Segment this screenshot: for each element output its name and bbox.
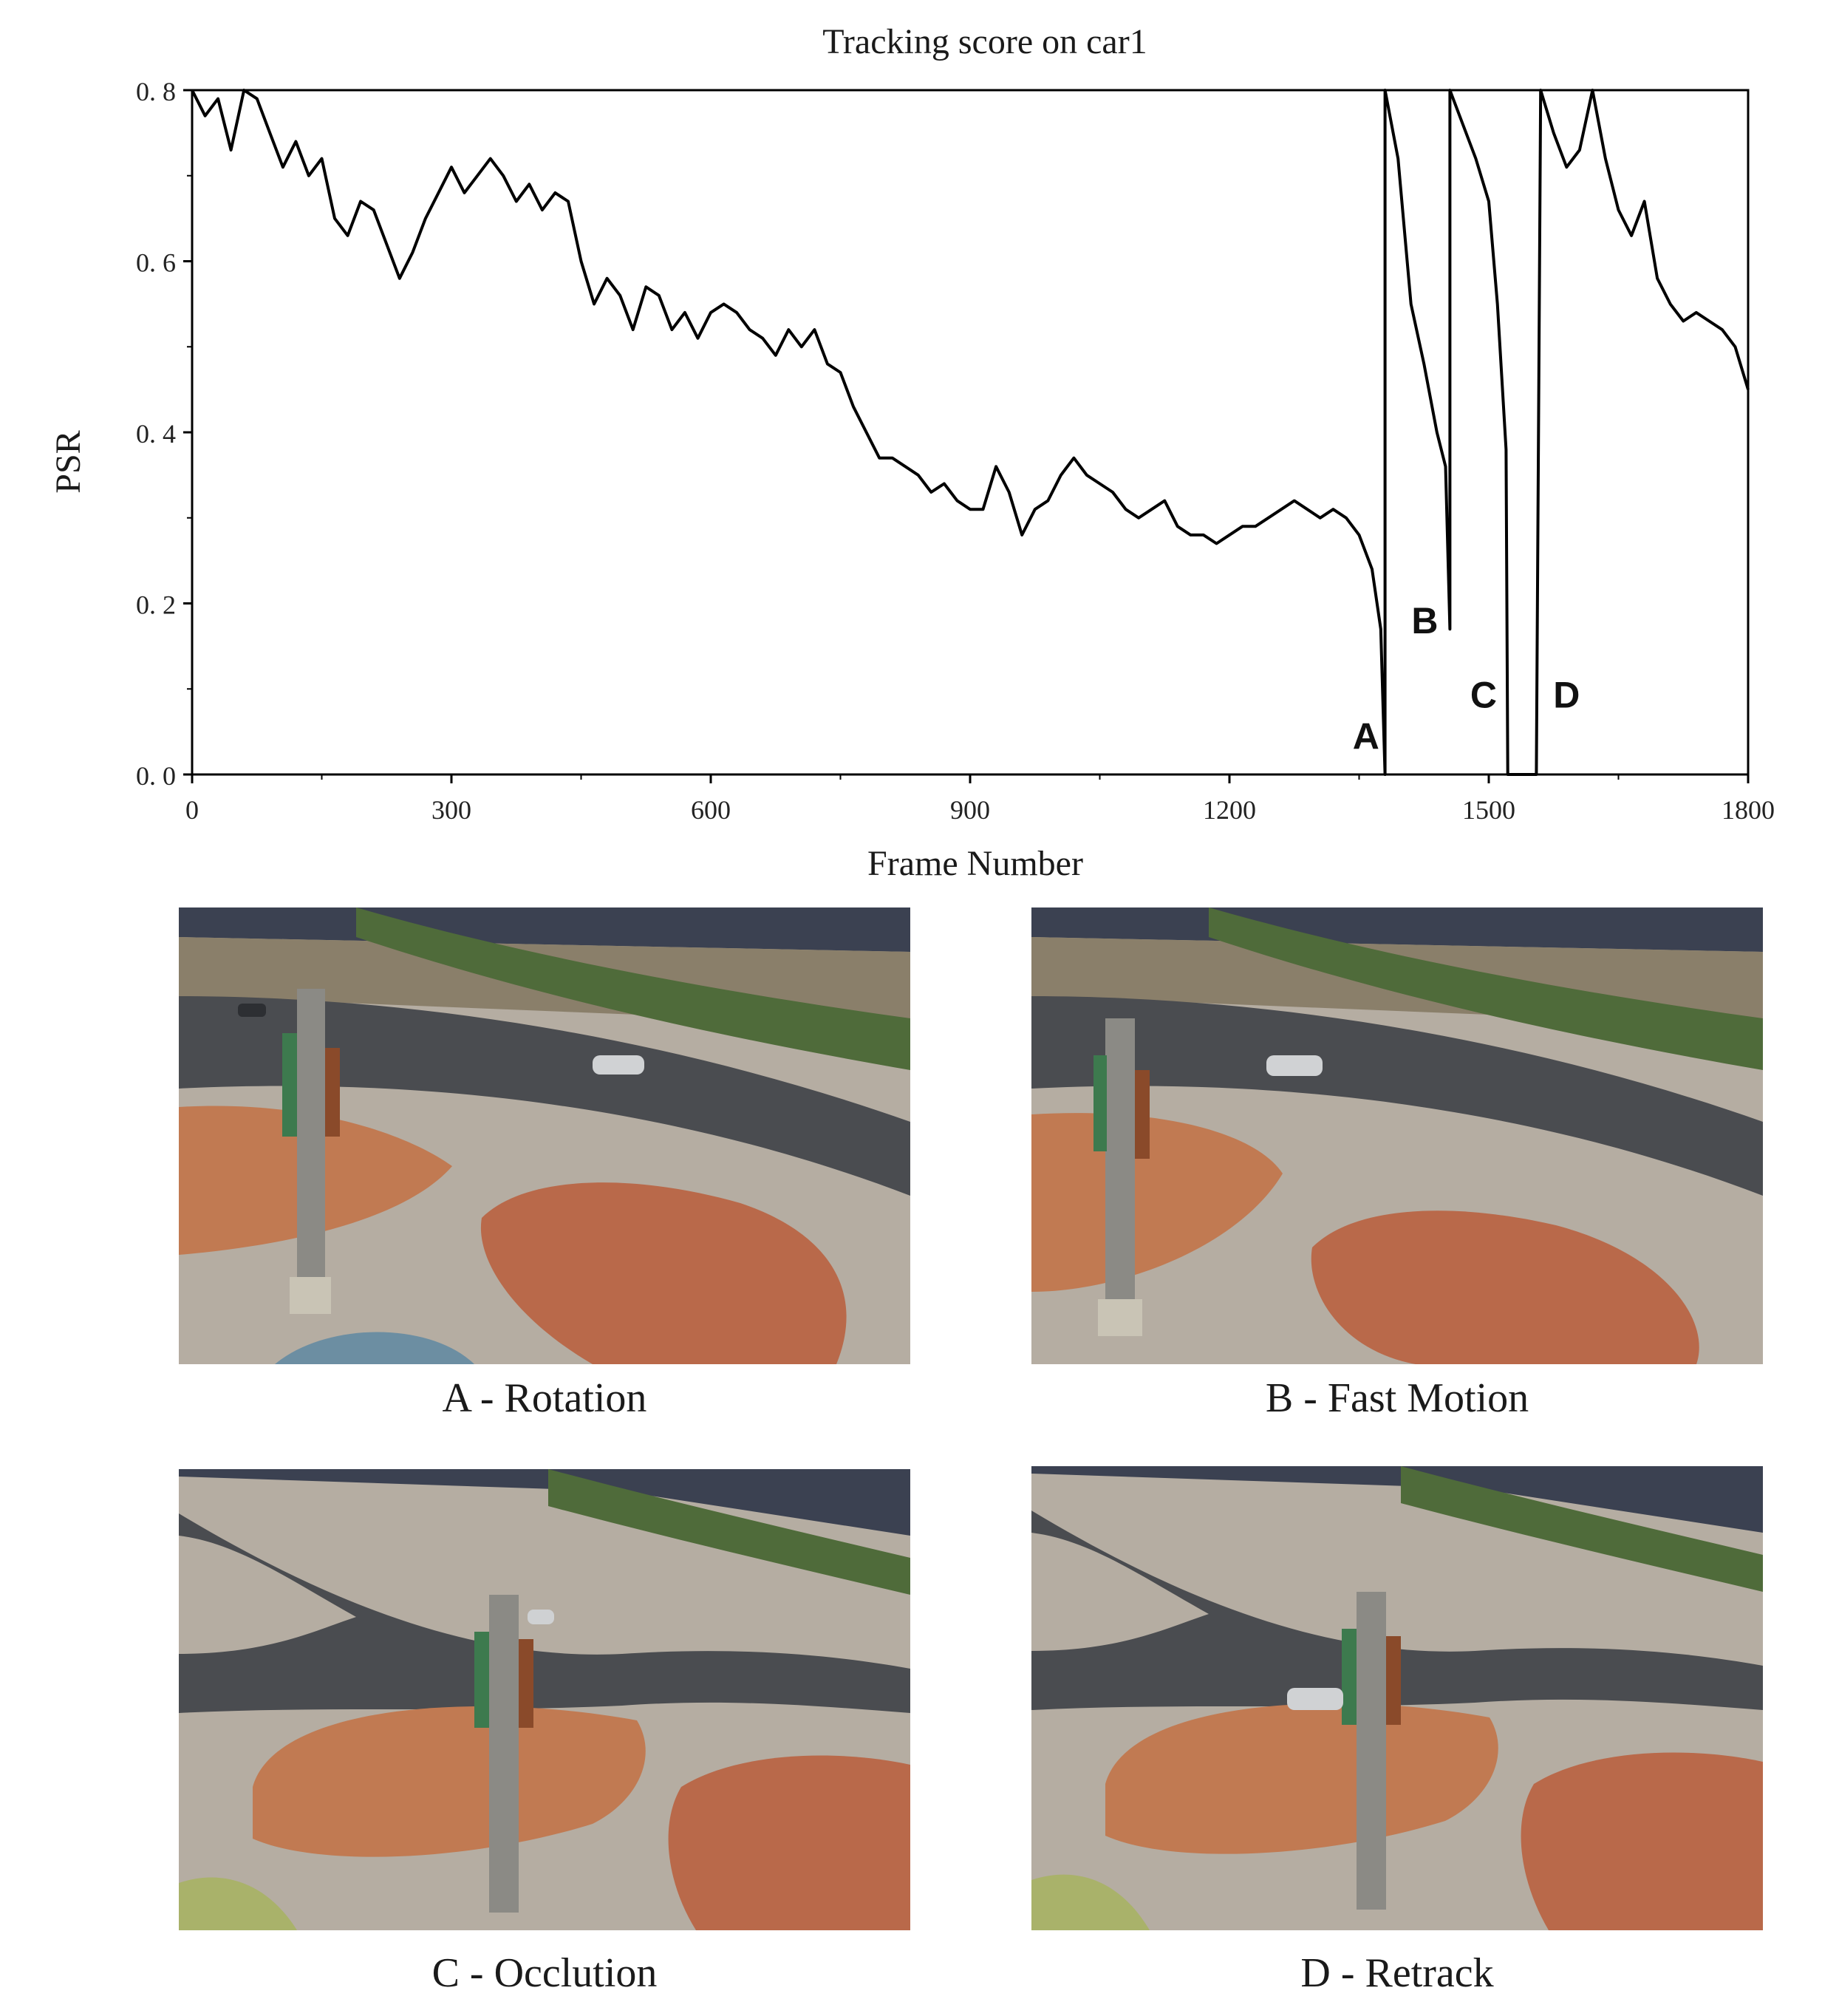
- annotation-a: A: [1353, 715, 1379, 757]
- chart-title: Tracking score on car1: [822, 22, 1147, 61]
- x-axis: 0 300 600 900 1200 1500 1800: [185, 774, 1775, 825]
- y-tick-label: 0. 4: [136, 419, 176, 449]
- x-axis-label: Frame Number: [867, 844, 1083, 883]
- x-tick-label: 1500: [1462, 795, 1515, 825]
- plot-frame: [191, 89, 1750, 776]
- frame-c-image: [179, 1469, 910, 1930]
- event-annotations: A BC D: [1353, 600, 1580, 757]
- frame-a-image: [179, 907, 910, 1364]
- x-tick-label: 1200: [1203, 795, 1256, 825]
- y-tick-label: 0. 0: [136, 761, 176, 791]
- annotation-d: D: [1553, 675, 1580, 716]
- y-tick-label: 0. 8: [136, 77, 176, 106]
- x-tick-label: 900: [950, 795, 990, 825]
- x-tick-label: 1800: [1722, 795, 1775, 825]
- caption-c: C - Occlution: [431, 1950, 658, 1996]
- psr-line-chart: Tracking score on car1 0. 00. 20. 40. 60…: [49, 22, 1775, 883]
- x-tick-label: 0: [185, 795, 199, 825]
- y-tick-label: 0. 2: [136, 590, 176, 620]
- y-axis: 0. 0 0. 2 0. 4 0. 6 0. 8: [136, 77, 192, 791]
- annotation-c: C: [1470, 675, 1497, 716]
- caption-b: B - Fast Motion: [1265, 1375, 1529, 1421]
- x-tick-label: 600: [691, 795, 731, 825]
- caption-d: D - Retrack: [1300, 1950, 1494, 1996]
- frame-b-image: [1031, 907, 1763, 1364]
- caption-a: A - Rotation: [442, 1375, 647, 1421]
- annotation-b: B: [1411, 600, 1438, 641]
- y-axis-label: PSR: [49, 430, 88, 493]
- y-tick-label: 0. 6: [136, 248, 176, 278]
- psr-series-line: [191, 89, 1750, 776]
- x-tick-label: 300: [431, 795, 471, 825]
- frame-d-image: [1031, 1466, 1763, 1930]
